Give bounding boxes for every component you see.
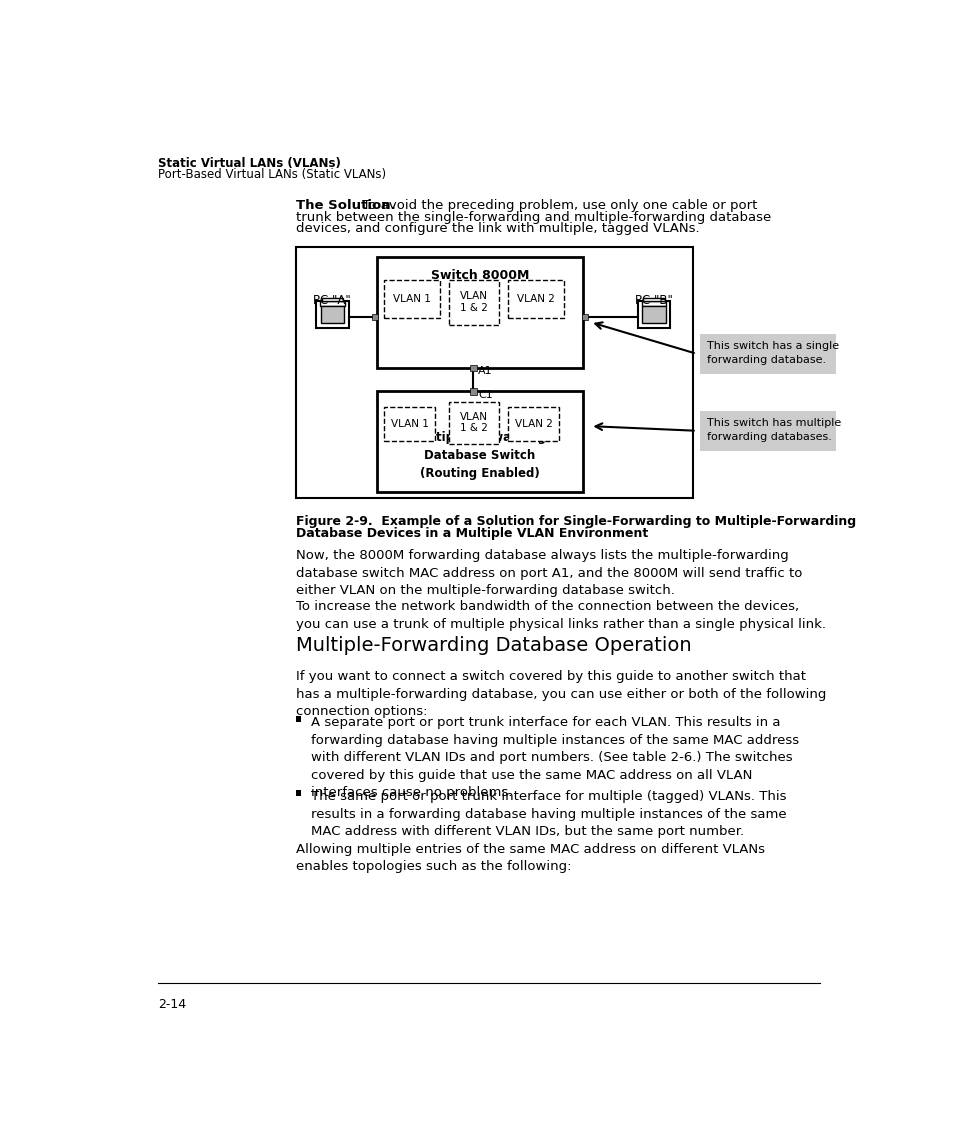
Bar [320, 306, 344, 323]
Text: Multiple-Forwarding
Database Switch
(Routing Enabled): Multiple-Forwarding Database Switch (Rou… [413, 431, 546, 480]
Bar [319, 301, 344, 306]
Bar [295, 790, 301, 796]
Bar [448, 279, 498, 324]
Bar [448, 402, 498, 444]
Bar [508, 279, 563, 318]
Text: VLAN 2: VLAN 2 [514, 419, 552, 429]
Text: Switch 8000M: Switch 8000M [431, 269, 529, 282]
Bar [321, 299, 343, 301]
Text: The Solution.: The Solution. [295, 199, 395, 212]
Text: VLAN
1 & 2: VLAN 1 & 2 [459, 412, 487, 434]
Bar [700, 411, 835, 451]
Bar [642, 299, 664, 301]
Bar [372, 314, 377, 319]
Bar [508, 406, 558, 441]
Text: PC "A": PC "A" [314, 294, 351, 307]
Bar [641, 306, 665, 323]
Bar [377, 256, 582, 369]
Text: This switch has multiple
forwarding databases.: This switch has multiple forwarding data… [706, 418, 840, 442]
Bar [470, 365, 476, 371]
Text: The same port or port trunk interface for multiple (tagged) VLANs. This
results : The same port or port trunk interface fo… [311, 790, 786, 838]
Bar [295, 717, 301, 721]
Bar [641, 301, 666, 306]
Text: Allowing multiple entries of the same MAC address on different VLANs
enables top: Allowing multiple entries of the same MA… [295, 843, 764, 874]
Bar [470, 388, 476, 395]
Bar [295, 246, 692, 498]
Bar [384, 406, 435, 441]
Text: Database Devices in a Multiple VLAN Environment: Database Devices in a Multiple VLAN Envi… [295, 527, 647, 540]
Text: VLAN 1: VLAN 1 [390, 419, 428, 429]
Text: If you want to connect a switch covered by this guide to another switch that
has: If you want to connect a switch covered … [295, 670, 825, 718]
Text: Port-Based Virtual LANs (Static VLANs): Port-Based Virtual LANs (Static VLANs) [158, 168, 386, 181]
Text: PC "B": PC "B" [635, 294, 672, 307]
Bar [377, 392, 582, 491]
Text: VLAN 2: VLAN 2 [517, 294, 555, 305]
Bar [637, 301, 670, 327]
Bar [315, 301, 348, 327]
Text: VLAN
1 & 2: VLAN 1 & 2 [459, 291, 487, 313]
Text: 2-14: 2-14 [158, 998, 186, 1011]
Text: A separate port or port trunk interface for each VLAN. This results in a
forward: A separate port or port trunk interface … [311, 717, 799, 799]
Text: devices, and configure the link with multiple, tagged VLANs.: devices, and configure the link with mul… [295, 222, 699, 235]
Text: Multiple-Forwarding Database Operation: Multiple-Forwarding Database Operation [295, 637, 691, 655]
Text: Now, the 8000M forwarding database always lists the multiple-forwarding
database: Now, the 8000M forwarding database alway… [295, 550, 801, 598]
Text: Figure 2-9.  Example of a Solution for Single-Forwarding to Multiple-Forwarding: Figure 2-9. Example of a Solution for Si… [295, 515, 855, 528]
Text: To increase the network bandwidth of the connection between the devices,
you can: To increase the network bandwidth of the… [295, 600, 825, 631]
Bar [700, 333, 835, 373]
Text: C1: C1 [477, 389, 493, 400]
Bar [320, 306, 344, 323]
Text: Static Virtual LANs (VLANs): Static Virtual LANs (VLANs) [158, 157, 340, 169]
Text: This switch has a single
forwarding database.: This switch has a single forwarding data… [706, 341, 838, 365]
Text: A1: A1 [477, 366, 492, 377]
FancyBboxPatch shape [384, 279, 439, 318]
Text: To avoid the preceding problem, use only one cable or port: To avoid the preceding problem, use only… [354, 199, 757, 212]
Bar [641, 306, 665, 323]
Bar [581, 314, 587, 319]
Text: VLAN 1: VLAN 1 [393, 294, 431, 305]
Text: trunk between the single-forwarding and multiple-forwarding database: trunk between the single-forwarding and … [295, 211, 770, 223]
